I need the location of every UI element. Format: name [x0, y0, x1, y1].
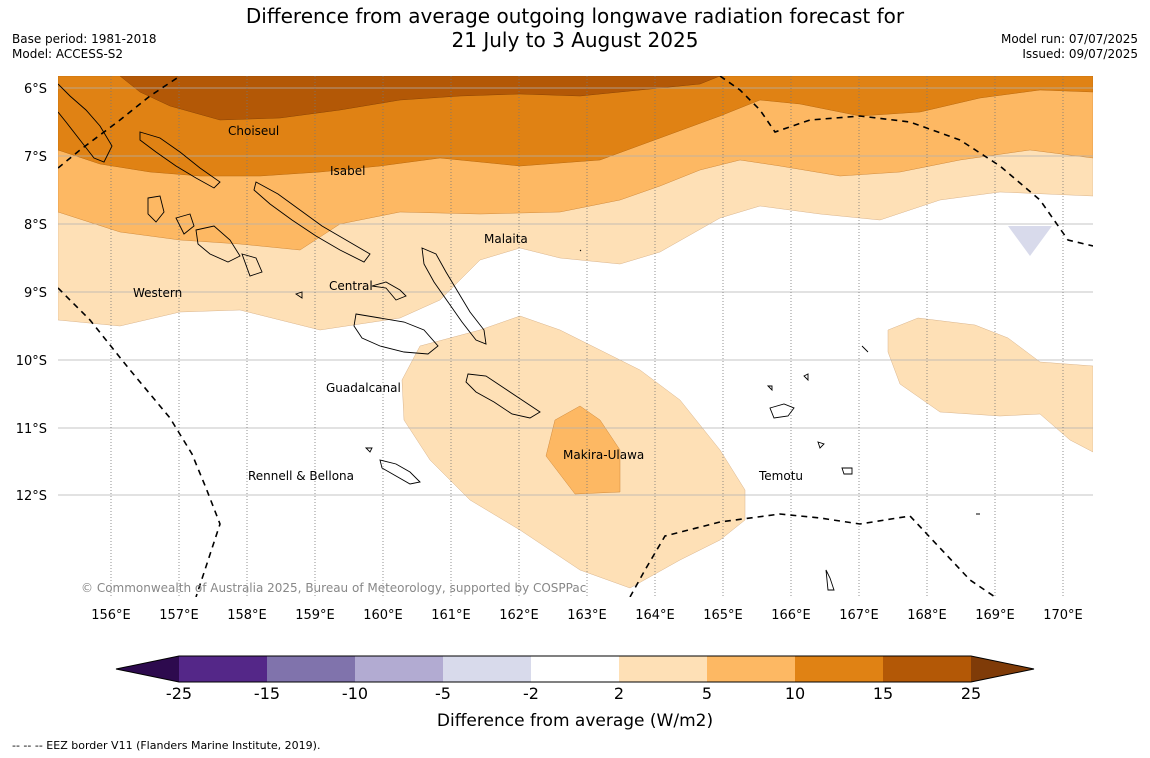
- guadalcanal-island: [353, 313, 439, 355]
- lon-label: 163°E: [567, 608, 607, 623]
- model-name: Model: ACCESS-S2: [12, 47, 124, 61]
- colorbar-tick: -15: [254, 684, 280, 703]
- lat-label: 12°S: [16, 489, 47, 504]
- lat-label: 9°S: [24, 286, 47, 301]
- region-guadalcanal: Guadalcanal: [326, 381, 401, 395]
- colorbar-tick: 15: [873, 684, 893, 703]
- colorbar-extend-right: [971, 656, 1034, 682]
- model-run: Model run: 07/07/2025: [1000, 32, 1138, 46]
- colorbar-tick: -10: [342, 684, 368, 703]
- region-isabel: Isabel: [330, 164, 365, 178]
- colorbar-tick: 25: [961, 684, 981, 703]
- map-title-line1: Difference from average outgoing longwav…: [245, 4, 905, 28]
- lon-label: 165°E: [703, 608, 743, 623]
- colorbar-bin: [267, 656, 355, 682]
- anomaly-contour-east-2-5: [887, 317, 1093, 453]
- ontong-java: [579, 249, 582, 252]
- colorbar-title: Difference from average (W/m2): [437, 711, 713, 731]
- colorbar: -25 -15 -10 -5 -2 2 5 10 15 25 Differenc…: [115, 655, 1035, 731]
- region-malaita: Malaita: [484, 232, 528, 246]
- lat-label: 8°S: [24, 218, 47, 233]
- region-temotu: Temotu: [758, 469, 803, 483]
- colorbar-bin: [707, 656, 795, 682]
- eez-borders: [58, 76, 1093, 597]
- colorbar-bin: [795, 656, 883, 682]
- lat-label: 7°S: [24, 150, 47, 165]
- colorbar-tick: 10: [785, 684, 805, 703]
- temotu-islands: [766, 345, 980, 591]
- region-makira-ulawa: Makira-Ulawa: [563, 448, 644, 462]
- lon-label: 158°E: [227, 608, 267, 623]
- lon-label: 164°E: [635, 608, 675, 623]
- colorbar-tick: -25: [166, 684, 192, 703]
- lon-label: 161°E: [431, 608, 471, 623]
- eez-legend-footnote: -- -- -- EEZ border V11 (Flanders Marine…: [12, 739, 321, 752]
- colorbar-bin: [619, 656, 707, 682]
- colorbar-bin: [883, 656, 971, 682]
- lat-label: 6°S: [24, 82, 47, 97]
- colorbar-bin: [355, 656, 443, 682]
- bougainville-island: [58, 83, 113, 163]
- makira-island: [465, 373, 541, 419]
- colorbar-bin: [531, 656, 619, 682]
- lon-label: 159°E: [295, 608, 335, 623]
- colorbar-tick: 5: [702, 684, 712, 703]
- lon-label: 157°E: [159, 608, 199, 623]
- colorbar-tick: -2: [523, 684, 539, 703]
- anomaly-contour-15-25: [119, 76, 721, 121]
- anomaly-contour-negative: [1008, 226, 1052, 256]
- lon-label: 166°E: [771, 608, 811, 623]
- region-western: Western: [133, 286, 182, 300]
- colorbar-bin: [179, 656, 267, 682]
- copyright-notice: © Commonwealth of Australia 2025, Bureau…: [81, 581, 586, 595]
- issued-date: Issued: 09/07/2025: [1022, 47, 1138, 61]
- colorbar-bin: [443, 656, 531, 682]
- lon-label: 167°E: [839, 608, 879, 623]
- latitude-gridlines: [58, 87, 1093, 496]
- rennell-island: [364, 447, 421, 485]
- lat-label: 11°S: [16, 422, 47, 437]
- latitude-axis: 6°S 7°S 8°S 9°S 10°S 11°S 12°S: [16, 82, 47, 504]
- region-labels: Choiseul Isabel Malaita Western Central …: [133, 124, 803, 483]
- base-period: Base period: 1981-2018: [12, 32, 157, 46]
- lon-label: 168°E: [907, 608, 947, 623]
- colorbar-outline: [115, 655, 1035, 683]
- lon-label: 169°E: [975, 608, 1015, 623]
- region-choiseul: Choiseul: [228, 124, 279, 138]
- map-title-line2: 21 July to 3 August 2025: [451, 28, 699, 52]
- lat-label: 10°S: [16, 354, 47, 369]
- map-plot-area: Choiseul Isabel Malaita Western Central …: [58, 76, 1093, 597]
- colorbar-tick: -5: [435, 684, 451, 703]
- longitude-axis: 156°E 157°E 158°E 159°E 160°E 161°E 162°…: [91, 608, 1083, 623]
- lon-label: 162°E: [499, 608, 539, 623]
- lon-label: 170°E: [1043, 608, 1083, 623]
- lon-label: 160°E: [363, 608, 403, 623]
- lon-label: 156°E: [91, 608, 131, 623]
- coastlines: [58, 83, 980, 591]
- choiseul-island: [139, 131, 221, 189]
- new-georgia-islands: [147, 195, 263, 277]
- region-central: Central: [329, 279, 373, 293]
- region-rennell-bellona: Rennell & Bellona: [248, 469, 354, 483]
- colorbar-tick: 2: [614, 684, 624, 703]
- santa-isabel-island: [253, 181, 371, 263]
- russell-islands: [294, 281, 407, 301]
- colorbar-extend-left: [116, 656, 179, 682]
- malaita-island: [421, 247, 487, 345]
